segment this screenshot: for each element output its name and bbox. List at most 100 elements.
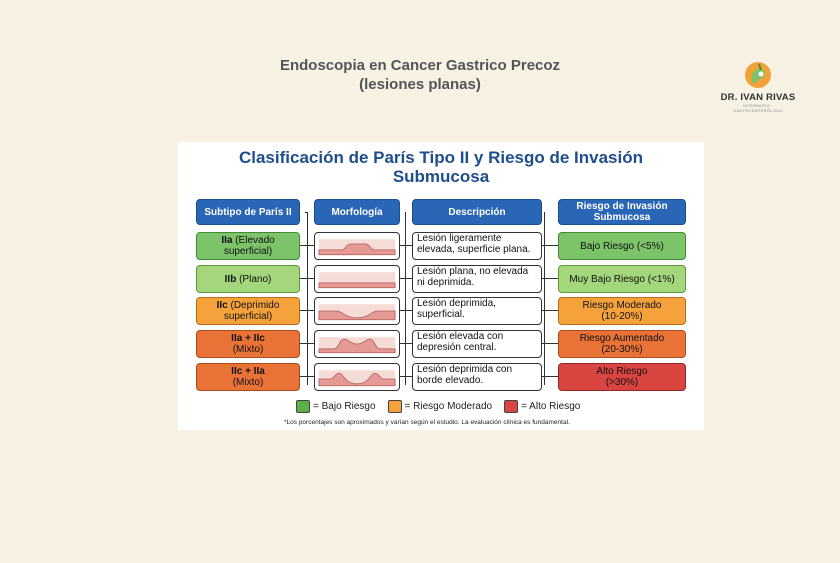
row-risk: Alto Riesgo (>30%) bbox=[558, 363, 686, 391]
header-risk-line2: Submucosa bbox=[593, 212, 651, 223]
connector-line bbox=[400, 245, 412, 246]
row-risk-line2: (20-30%) bbox=[601, 344, 643, 355]
row-subtype-code: IIa + IIc bbox=[231, 333, 265, 344]
row-risk-line1: Alto Riesgo bbox=[596, 366, 648, 377]
connector-line bbox=[542, 278, 558, 279]
connector-line bbox=[300, 245, 314, 246]
row-description-line2: depresión central. bbox=[417, 342, 497, 353]
row-subtype: IIa (Elevado superficial) bbox=[196, 232, 300, 260]
diagram-title-line2: Submucosa bbox=[392, 167, 490, 186]
row-description-line2: superficial. bbox=[417, 309, 465, 320]
row-morphology bbox=[314, 265, 400, 293]
row-risk-line1: Riesgo Aumentado bbox=[579, 333, 665, 344]
row-subtype-line2: (Mixto) bbox=[232, 344, 264, 355]
row-subtype: IIa + IIc (Mixto) bbox=[196, 330, 300, 358]
legend-label: = Alto Riesgo bbox=[521, 401, 581, 412]
logo-name: DR. IVAN RIVAS bbox=[720, 92, 796, 103]
connector-line bbox=[305, 212, 308, 213]
row-subtype-line2: superficial) bbox=[223, 311, 273, 322]
connector-line bbox=[400, 278, 412, 279]
legend-swatch bbox=[296, 400, 310, 413]
row-subtype-name: (Deprimido bbox=[230, 300, 280, 311]
connector-line bbox=[300, 376, 314, 377]
row-description-line2: elevada, superficie plana. bbox=[417, 244, 531, 255]
row-description: Lesión deprimida con borde elevado. bbox=[412, 363, 542, 391]
row-subtype-line2: (Mixto) bbox=[232, 377, 264, 388]
connector-line bbox=[307, 212, 308, 385]
row-risk-line2: (10-20%) bbox=[601, 311, 643, 322]
row-risk: Riesgo Aumentado (20-30%) bbox=[558, 330, 686, 358]
row-subtype-line2: superficial) bbox=[223, 246, 273, 257]
row-description-line1: Lesión elevada con bbox=[417, 331, 504, 342]
row-subtype-code: IIa bbox=[221, 235, 233, 246]
row-subtype-name: (Elevado bbox=[235, 235, 275, 246]
classification-diagram: Clasificación de París Tipo II y Riesgo … bbox=[178, 142, 704, 430]
row-subtype-code: IIc + IIa bbox=[231, 366, 265, 377]
connector-line bbox=[300, 310, 314, 311]
row-risk: Riesgo Moderado (10-20%) bbox=[558, 297, 686, 325]
lesion-profile-icon bbox=[318, 272, 396, 289]
header-description: Descripción bbox=[412, 199, 542, 225]
row-description: Lesión deprimida, superficial. bbox=[412, 297, 542, 325]
footnote: *Los porcentajes son aproximados y varía… bbox=[284, 419, 570, 426]
connector-line bbox=[542, 376, 558, 377]
connector-line bbox=[542, 245, 558, 246]
row-morphology bbox=[314, 297, 400, 325]
row-description-line1: Lesión plana, no elevada bbox=[417, 266, 529, 277]
row-subtype: IIc + IIa (Mixto) bbox=[196, 363, 300, 391]
row-description-line1: Lesión deprimida, bbox=[417, 298, 496, 309]
legend-item: = Alto Riesgo bbox=[504, 400, 580, 413]
page-title: Endoscopia en Cancer Gastrico Precoz (le… bbox=[0, 56, 840, 94]
connector-line bbox=[542, 310, 558, 311]
header-risk-line1: Riesgo de Invasión bbox=[576, 201, 668, 212]
header-risk: Riesgo de Invasión Submucosa bbox=[558, 199, 686, 225]
legend-item: = Bajo Riesgo bbox=[296, 400, 376, 413]
header-subtype: Subtipo de París II bbox=[196, 199, 300, 225]
legend-label: = Bajo Riesgo bbox=[313, 401, 376, 412]
row-subtype-code: IIb bbox=[224, 273, 237, 285]
lesion-profile-icon bbox=[318, 304, 396, 321]
row-morphology bbox=[314, 363, 400, 391]
legend-swatch bbox=[504, 400, 519, 413]
row-risk-line1: Riesgo Moderado bbox=[582, 300, 662, 311]
logo: DR. IVAN RIVAS INTERNISTA · GASTROENTERÓ… bbox=[718, 60, 798, 113]
row-risk-line1: Muy Bajo Riesgo (<1%) bbox=[569, 273, 675, 285]
row-risk-line2: (>30%) bbox=[605, 377, 639, 388]
row-risk: Muy Bajo Riesgo (<1%) bbox=[558, 265, 686, 293]
row-morphology bbox=[314, 232, 400, 260]
row-description-line1: Lesión deprimida con bbox=[417, 364, 513, 375]
row-subtype-name: (Plano) bbox=[239, 273, 272, 285]
diagram-title: Clasificación de París Tipo II y Riesgo … bbox=[178, 148, 704, 186]
legend: = Bajo Riesgo = Riesgo Moderado = Alto R… bbox=[296, 400, 592, 413]
row-risk-line1: Bajo Riesgo (<5%) bbox=[580, 240, 664, 252]
connector-line bbox=[300, 278, 314, 279]
legend-swatch bbox=[387, 400, 402, 413]
row-subtype-line1: IIc (Deprimido bbox=[217, 300, 280, 311]
row-risk: Bajo Riesgo (<5%) bbox=[558, 232, 686, 260]
connector-line bbox=[400, 343, 412, 344]
connector-line bbox=[405, 212, 406, 385]
row-description: Lesión elevada con depresión central. bbox=[412, 330, 542, 358]
connector-line bbox=[544, 212, 545, 385]
row-subtype-code: IIc bbox=[216, 300, 228, 311]
row-subtype-line1: IIa (Elevado bbox=[221, 235, 274, 246]
header-morphology: Morfología bbox=[314, 199, 400, 225]
row-subtype-line1: IIa + IIc bbox=[231, 333, 265, 344]
lesion-profile-icon bbox=[318, 239, 396, 256]
row-description-line2: borde elevado. bbox=[417, 375, 484, 386]
row-subtype: IIc (Deprimido superficial) bbox=[196, 297, 300, 325]
connector-line bbox=[300, 343, 314, 344]
lesion-profile-icon bbox=[318, 370, 396, 387]
page-title-line1: Endoscopia en Cancer Gastrico Precoz bbox=[279, 57, 561, 74]
connector-line bbox=[400, 376, 412, 377]
row-morphology bbox=[314, 330, 400, 358]
row-description-line1: Lesión ligeramente bbox=[417, 233, 502, 244]
diagram-title-line1: Clasificación de París Tipo II y Riesgo … bbox=[238, 148, 644, 167]
row-description: Lesión plana, no elevada ni deprimida. bbox=[412, 265, 542, 293]
row-description: Lesión ligeramente elevada, superficie p… bbox=[412, 232, 542, 260]
legend-label: = Riesgo Moderado bbox=[404, 401, 493, 412]
logo-subtitle: INTERNISTA · GASTROENTERÓLOGO bbox=[733, 103, 783, 113]
page-title-line2: (lesiones planas) bbox=[359, 76, 481, 93]
connector-line bbox=[400, 310, 412, 311]
row-subtype-line1: IIb (Plano) bbox=[225, 274, 272, 285]
